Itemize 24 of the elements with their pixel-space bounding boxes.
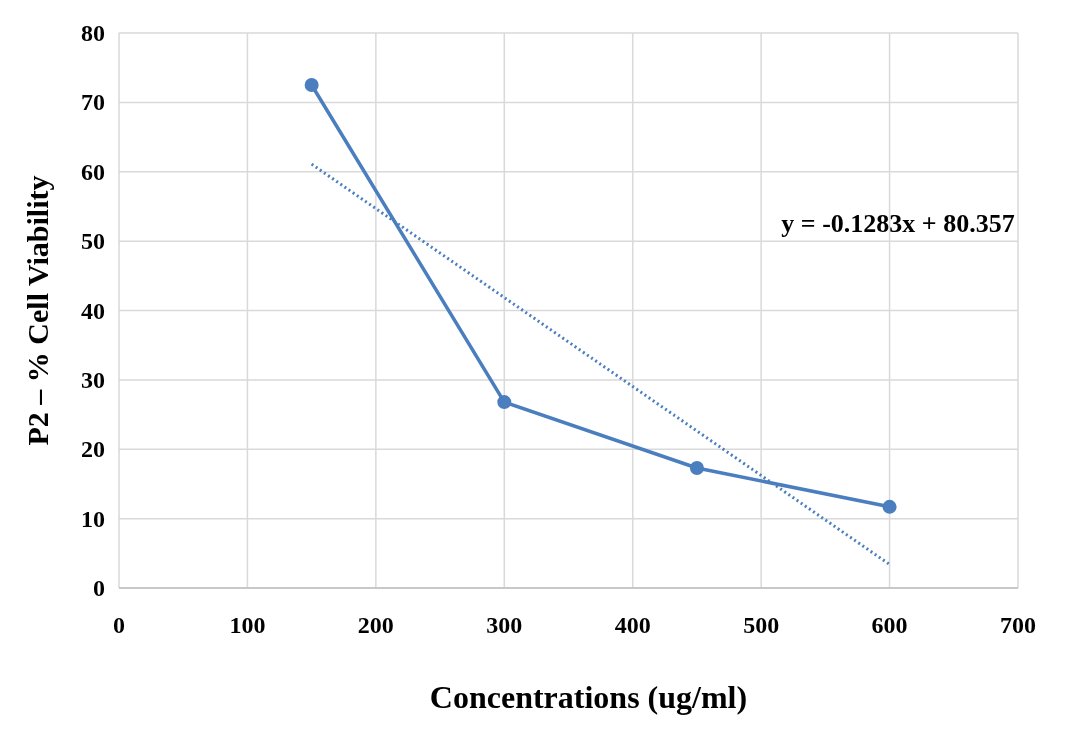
y-tick-label: 0 (93, 575, 105, 601)
x-tick-label: 400 (614, 612, 651, 638)
y-tick-label: 20 (81, 436, 105, 463)
annotation: y = -0.1283x + 80.357 (781, 209, 1015, 238)
y-tick-label: 80 (81, 20, 105, 46)
y-tick-label: 60 (81, 158, 105, 185)
x-tick-label: 200 (357, 612, 394, 638)
x-tick-label: 0 (113, 612, 125, 638)
point (689, 460, 704, 475)
x-tick-label: 600 (871, 612, 908, 638)
point (497, 395, 512, 410)
x-tick-label: 500 (743, 612, 780, 638)
y-tick-label: 70 (81, 89, 105, 116)
point (304, 78, 319, 93)
y-tick-label: 30 (81, 366, 105, 393)
x-tick-label: 300 (486, 612, 523, 638)
x-tick-label: 100 (229, 612, 266, 638)
y-tick-label: 40 (81, 297, 105, 324)
y-axis-title: P2 – % Cell Viability (21, 175, 54, 446)
y-tick-label: 50 (81, 228, 105, 255)
y-tick-label: 10 (81, 505, 105, 532)
x-tick-label: 700 (1000, 612, 1036, 638)
x-axis-title: Concentrations (ug/ml) (429, 679, 748, 715)
point (882, 499, 897, 514)
